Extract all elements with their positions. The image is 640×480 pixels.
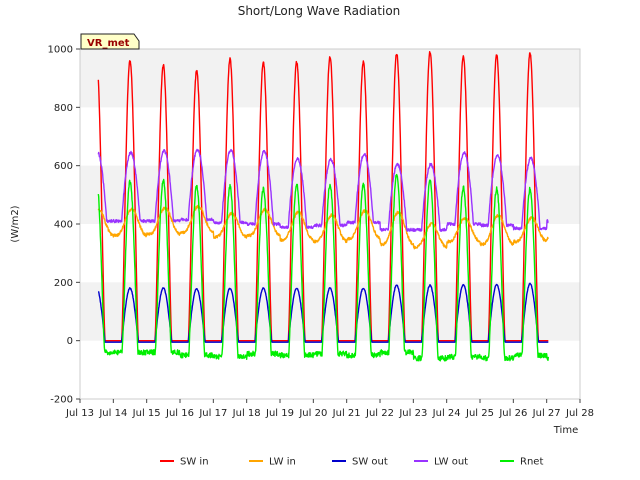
x-axis-ticks: Jul 13 Jul 14 Jul 15 Jul 16 Jul 17 Jul 18 Jul …: [65, 399, 594, 419]
y-tick-label: 0: [67, 336, 73, 347]
chart-title: Short/Long Wave Radiation: [238, 4, 401, 18]
y-tick-label: 600: [54, 161, 73, 172]
y-axis-ticks: -200 0 200 400 600 800 1000: [48, 45, 80, 406]
y-tick-label: 800: [54, 103, 73, 114]
x-axis-label: Time: [553, 425, 578, 436]
series-line-sw-in: [97, 51, 549, 343]
series-line-lw-in: [97, 204, 549, 250]
y-tick-label: 1000: [48, 45, 73, 56]
grid-band: [80, 165, 580, 224]
series-line-lw-out: [97, 148, 549, 232]
x-tick-label: Jul 22: [365, 408, 394, 419]
badge-box: [80, 33, 140, 50]
x-tick-label: Jul 20: [298, 408, 327, 419]
legend-label: LW out: [434, 457, 468, 468]
legend-label: Rnet: [520, 457, 543, 468]
station-badge: VR_met: [80, 33, 140, 50]
legend-label: LW in: [269, 457, 296, 468]
x-tick-label: Jul 21: [332, 408, 361, 419]
legend: SW in LW in SW out LW out Rnet: [160, 457, 543, 468]
x-tick-label: Jul 18: [232, 408, 261, 419]
y-axis-label: (W/m2): [10, 205, 21, 242]
x-tick-label: Jul 23: [398, 408, 427, 419]
x-tick-label: Jul 16: [165, 408, 194, 419]
y-tick-label: -200: [50, 395, 73, 406]
series-line-rnet: [97, 173, 550, 362]
x-tick-label: Jul 24: [432, 408, 461, 419]
background-bands: [80, 49, 580, 341]
legend-label: SW in: [180, 457, 209, 468]
badge-text: VR_met: [87, 38, 130, 49]
x-tick-label: Jul 14: [98, 408, 127, 419]
x-tick-label: Jul 15: [132, 408, 161, 419]
x-tick-label: Jul 26: [498, 408, 527, 419]
legend-label: SW out: [352, 457, 388, 468]
y-tick-label: 400: [54, 220, 73, 231]
x-tick-label: Jul 17: [198, 408, 227, 419]
grid-band: [80, 282, 580, 341]
x-tick-label: Jul 27: [532, 408, 561, 419]
x-tick-label: Jul 13: [65, 408, 94, 419]
series-lines: [97, 51, 550, 362]
x-tick-label: Jul 28: [565, 408, 594, 419]
x-tick-label: Jul 19: [265, 408, 294, 419]
y-tick-label: 200: [54, 278, 73, 289]
x-tick-label: Jul 25: [465, 408, 494, 419]
